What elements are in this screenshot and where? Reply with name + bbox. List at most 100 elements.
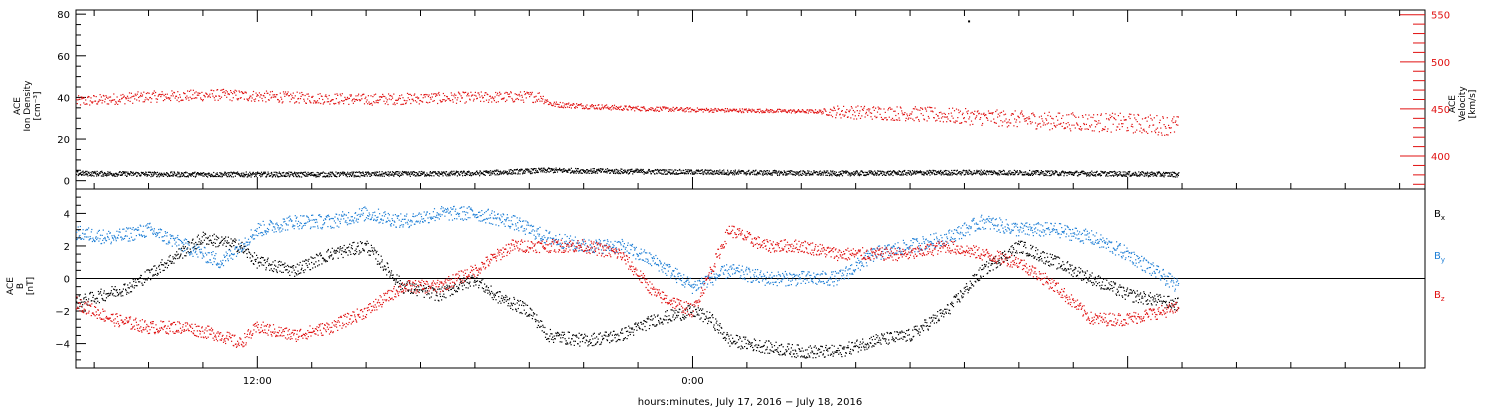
data-point — [205, 173, 207, 175]
data-point — [718, 173, 720, 175]
data-point — [402, 97, 404, 99]
data-point — [107, 97, 109, 99]
data-point — [110, 290, 112, 292]
data-point — [180, 176, 182, 178]
data-point — [93, 171, 95, 174]
data-point — [92, 171, 94, 173]
data-point — [363, 103, 366, 105]
data-point — [244, 91, 246, 93]
data-point — [1095, 175, 1097, 177]
data-point — [176, 174, 178, 176]
data-point — [219, 98, 221, 100]
data-point — [412, 174, 414, 176]
data-point — [1159, 119, 1161, 121]
data-point — [698, 170, 700, 172]
data-point — [180, 253, 182, 255]
data-point — [305, 175, 307, 177]
data-point — [542, 171, 544, 173]
data-point — [258, 172, 260, 174]
data-point — [187, 247, 189, 249]
data-point — [724, 111, 726, 113]
data-point — [157, 95, 159, 97]
data-point — [600, 171, 602, 173]
data-point — [175, 255, 177, 257]
data-point — [557, 103, 559, 105]
data-point — [824, 172, 827, 174]
data-point — [1036, 125, 1038, 127]
data-point — [1128, 116, 1130, 118]
data-point — [85, 99, 87, 101]
data-point — [130, 291, 133, 293]
data-point — [270, 97, 272, 99]
data-point — [476, 98, 478, 100]
data-point — [265, 267, 267, 269]
data-point — [1141, 174, 1143, 176]
data-point — [1177, 116, 1179, 118]
data-point — [254, 173, 256, 175]
data-point — [271, 96, 273, 98]
data-point — [572, 104, 574, 106]
data-point — [296, 274, 298, 276]
data-point — [1034, 170, 1036, 172]
data-point — [960, 174, 962, 176]
data-point — [632, 173, 634, 175]
data-point — [208, 174, 210, 176]
data-point — [215, 95, 217, 97]
data-point — [1062, 170, 1064, 172]
data-point — [693, 173, 695, 175]
data-point — [238, 173, 240, 175]
data-point — [597, 104, 599, 106]
data-point — [875, 171, 877, 173]
data-point — [792, 110, 794, 112]
data-point — [523, 172, 525, 174]
data-point — [159, 93, 161, 96]
data-point — [589, 170, 592, 172]
data-point — [240, 247, 242, 249]
data-point — [232, 97, 234, 99]
data-point — [861, 170, 863, 172]
data-point — [360, 95, 362, 97]
data-point — [382, 269, 384, 271]
data-point — [482, 96, 484, 99]
data-point — [416, 286, 418, 288]
data-point — [321, 172, 324, 174]
data-point — [266, 259, 269, 261]
data-point — [409, 175, 411, 177]
data-point — [251, 260, 253, 262]
data-point — [954, 169, 956, 171]
data-point — [826, 174, 828, 176]
data-point — [166, 93, 168, 95]
data-point — [1030, 173, 1032, 175]
data-point — [908, 172, 910, 174]
data-point — [348, 103, 350, 105]
data-point — [1154, 130, 1156, 132]
data-point — [1061, 117, 1063, 119]
data-point — [793, 109, 795, 111]
data-point — [369, 250, 371, 252]
data-point — [146, 98, 148, 100]
data-point — [176, 251, 178, 253]
data-point — [493, 171, 495, 173]
data-point — [688, 111, 690, 113]
data-point — [1114, 172, 1116, 175]
data-point — [680, 170, 682, 172]
data-point — [519, 169, 521, 171]
data-point — [312, 102, 315, 104]
data-point — [529, 173, 532, 175]
data-point — [930, 170, 932, 172]
data-point — [246, 253, 248, 255]
data-point — [554, 105, 556, 107]
data-point — [595, 107, 597, 110]
data-point — [143, 101, 146, 103]
data-point — [168, 97, 170, 99]
data-point — [450, 172, 452, 174]
data-point — [672, 109, 674, 111]
data-point — [948, 113, 950, 115]
data-point — [411, 173, 413, 175]
data-point — [190, 173, 192, 175]
data-point — [277, 99, 279, 101]
data-point — [179, 176, 181, 178]
data-point — [267, 92, 269, 94]
data-point — [880, 171, 882, 173]
data-point — [734, 110, 736, 112]
